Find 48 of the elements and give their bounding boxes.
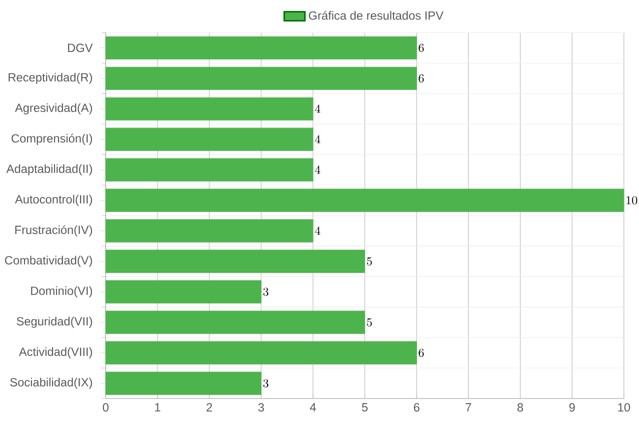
y-tick-label: Autocontrol(III) (14, 194, 92, 206)
y-tick-label: Combatividad(V) (5, 256, 92, 267)
y-tick-label: Agresividad(A) (14, 103, 92, 114)
y-tick-label: Receptividad(R) (8, 72, 92, 84)
bar (105, 341, 417, 364)
bar (105, 158, 314, 182)
data-label: 3 (263, 288, 268, 296)
x-tick-label: 5 (362, 403, 368, 412)
y-tick-label: Dominio(VI) (31, 286, 92, 298)
bar (105, 280, 262, 304)
x-tick-label: 1 (155, 403, 160, 412)
x-tick-label: 7 (466, 403, 472, 412)
data-label: 5 (366, 257, 372, 266)
y-tick-label: Seguridad(VII) (16, 316, 92, 328)
data-label: 4 (314, 104, 320, 113)
data-label: 6 (418, 74, 424, 82)
y-tick-label: Comprensión(I) (12, 134, 92, 145)
data-label: 4 (314, 135, 320, 144)
x-tick-label: 10 (618, 403, 630, 412)
bar (105, 219, 314, 242)
bar (105, 372, 262, 395)
x-tick-label: 4 (310, 403, 316, 412)
bar (105, 310, 366, 334)
x-tick-label: 2 (206, 403, 212, 412)
data-label: 10 (626, 196, 638, 204)
x-tick-label: 6 (414, 403, 420, 412)
x-tick-label: 0 (102, 403, 109, 412)
y-tick-label: Actividad(VIII) (18, 347, 92, 358)
x-tick-label: 8 (517, 403, 524, 412)
x-tick-label: 9 (569, 403, 575, 412)
y-tick-label: DGV (68, 44, 93, 52)
data-label: 6 (418, 44, 424, 52)
bar (105, 36, 417, 60)
y-tick-label: Sociabilidad(IX) (10, 378, 92, 389)
data-label: 4 (314, 226, 320, 235)
legend-label: Gráfica de resultados IPV (308, 10, 444, 20)
bar (105, 66, 417, 90)
x-tick-label: 3 (258, 403, 264, 412)
data-label: 3 (263, 379, 268, 388)
y-tick-label: Adaptabilidad(II) (6, 164, 92, 176)
bar (105, 128, 314, 151)
data-label: 4 (314, 166, 320, 174)
bar (105, 250, 366, 273)
bar (105, 188, 624, 212)
data-label: 5 (366, 318, 372, 326)
data-label: 6 (418, 348, 424, 357)
bar (105, 97, 314, 120)
y-tick-label: Frustración(IV) (15, 225, 92, 236)
